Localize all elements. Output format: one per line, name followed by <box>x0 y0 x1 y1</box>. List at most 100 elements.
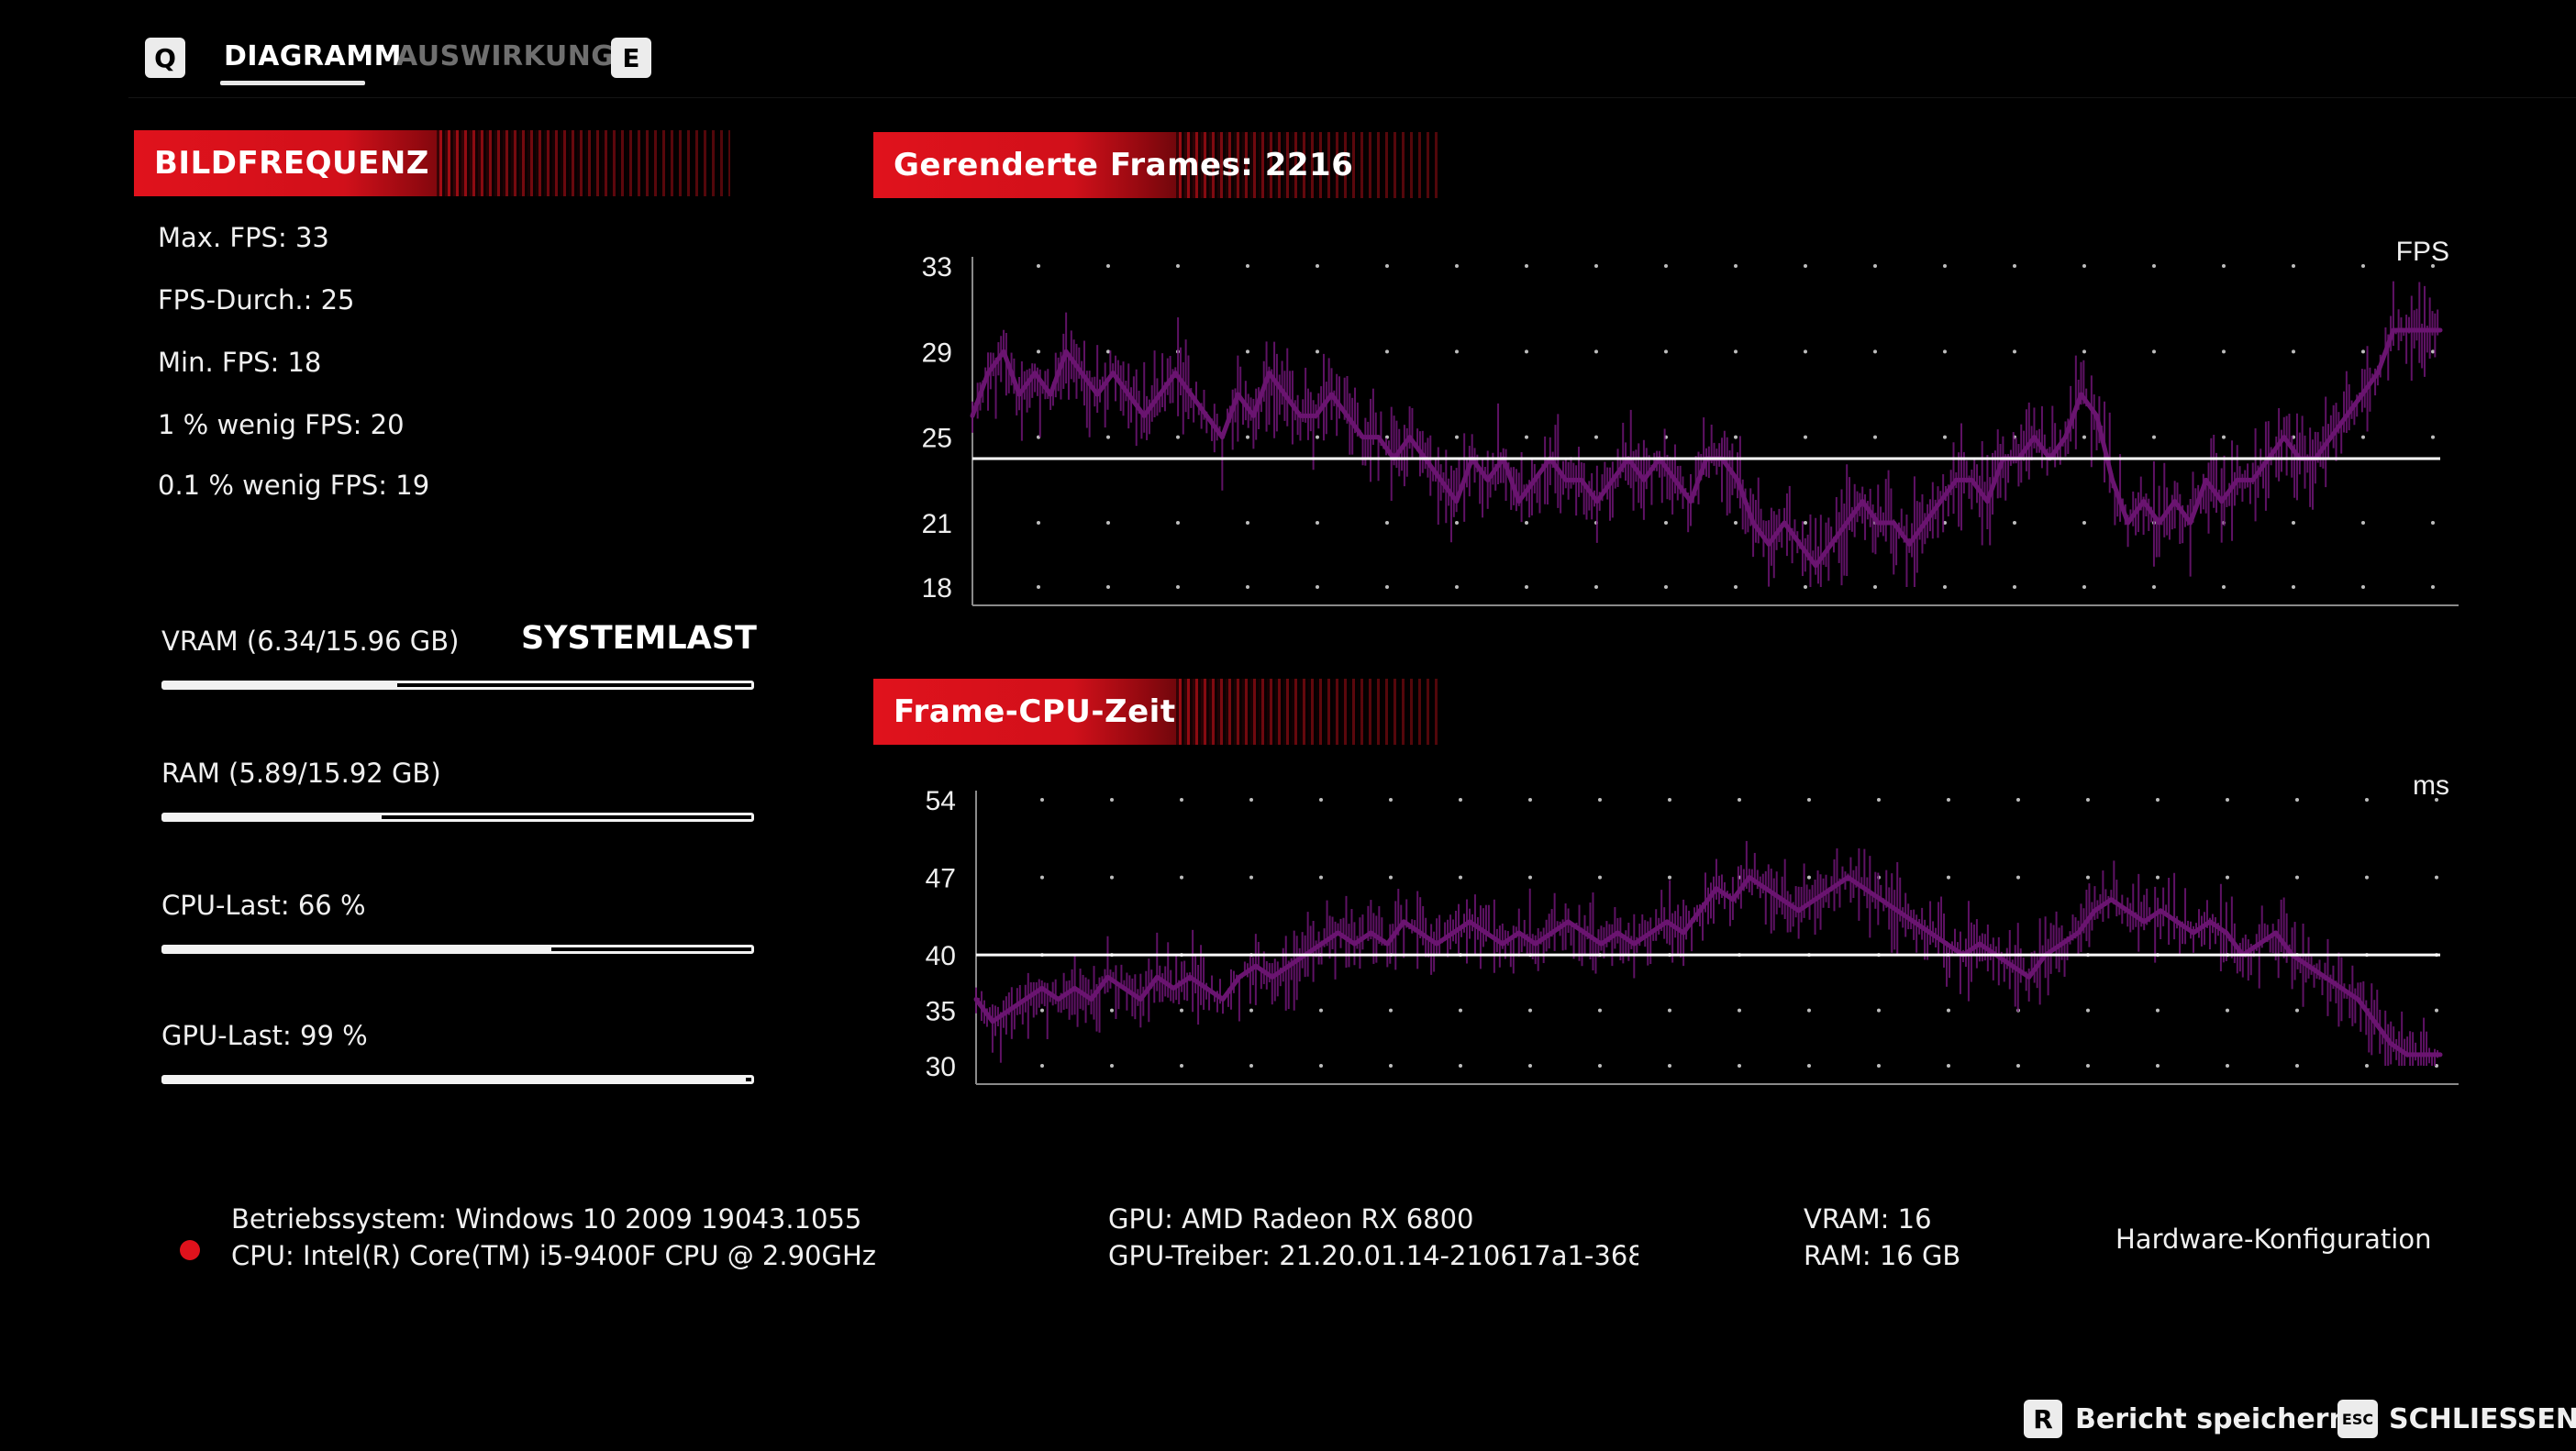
fps-chart-data-point <box>1094 392 1100 397</box>
cpu-chart-data-point <box>2306 963 2312 969</box>
fps-chart-data-point <box>1797 541 1803 547</box>
fps-chart-data-point <box>2126 520 2131 526</box>
fps-chart-unit-label: FPS <box>2396 237 2449 267</box>
fps-chart-data-point <box>1875 520 1881 526</box>
r-key-hint[interactable]: R <box>2024 1400 2062 1438</box>
max-fps-stat: Max. FPS: 33 <box>158 222 329 253</box>
gpu-load-bar <box>161 1075 754 1084</box>
fps-chart-data-point <box>2031 435 2037 440</box>
cpu-chart-data-point <box>1023 997 1028 1002</box>
cpu-chart-data-point <box>1631 941 1637 947</box>
fps-chart-data-point <box>1032 371 1038 376</box>
cpu-chart-data-point <box>973 997 979 1002</box>
cpu-chart-data-point <box>1664 919 1670 925</box>
fps-chart-data-point <box>1485 477 1491 482</box>
status-dot <box>180 1240 200 1260</box>
fps-chart-data-point <box>1250 413 1256 418</box>
cpu-chart-data-point <box>2207 919 2213 925</box>
cpu-chart-y-tick-label: 35 <box>926 997 956 1027</box>
fps-chart-data-point <box>2094 413 2100 418</box>
fps-chart-grid-row <box>1037 264 2435 268</box>
fps-chart-data-point <box>1407 435 1413 440</box>
cpu-chart-y-tick-label: 54 <box>926 786 956 816</box>
cpu-chart-data-point <box>1549 930 1555 936</box>
cpu-chart-series-spikes <box>975 840 2439 1066</box>
fps-chart-y-tick-label: 18 <box>922 573 952 604</box>
fps-chart-data-point <box>1984 499 1990 504</box>
cpu-chart-data-point <box>1056 997 1061 1002</box>
gpu-load-fill <box>164 1078 746 1081</box>
cpu-chart-y-tick-label: 47 <box>926 864 956 894</box>
cpu-chart-grid-row <box>1040 1008 2438 1013</box>
fps-chart-y-tick-label: 33 <box>922 252 952 282</box>
cpu-chart-data-point <box>2141 919 2147 925</box>
fps-chart-data-point <box>2172 499 2178 504</box>
cpu-chart-data-point <box>2191 930 2196 936</box>
cpu-chart-data-point <box>1878 897 1883 903</box>
fps-chart-y-tick-label: 21 <box>922 509 952 539</box>
cpu-chart-data-point <box>1977 941 1982 947</box>
fps-chart-data-point <box>1969 477 1974 482</box>
fps-chart-data-point <box>2079 392 2084 397</box>
cpu-chart-y-tick-label: 40 <box>926 941 956 971</box>
hardware-config-label: Hardware-Konfiguration <box>2115 1224 2432 1255</box>
cpu-chart-data-point <box>1368 930 1373 936</box>
fps-chart-data-point <box>1610 477 1616 482</box>
gpu-info: GPU: AMD Radeon RX 6800 <box>1108 1203 1474 1235</box>
cpu-chart-data-point <box>2092 908 2097 914</box>
cpu-chart-data-point <box>1434 941 1439 947</box>
fps-chart-data-point <box>2344 413 2349 418</box>
cpu-chart-data-point <box>2224 930 2229 936</box>
vram-load-label: VRAM (6.34/15.96 GB) <box>161 626 460 657</box>
banner-texture <box>1176 679 1442 745</box>
cpu-chart-y-tick-label: 30 <box>926 1052 956 1082</box>
cpu-load-bar <box>161 945 754 954</box>
fps-chart-data-point <box>1953 477 1959 482</box>
fps-chart-data-point <box>1828 541 1834 547</box>
cpu-chart-series-line <box>973 875 2440 1058</box>
cpu-chart-data-point <box>1006 1008 1012 1013</box>
q-key-hint[interactable]: Q <box>145 38 185 78</box>
cpu-chart-data-point <box>1714 886 1719 892</box>
cpu-chart-data-point <box>1072 985 1078 991</box>
fps-chart-data-point <box>2157 520 2162 526</box>
fps-chart-data-point <box>2204 477 2209 482</box>
cpu-chart-data-point <box>2437 1052 2443 1058</box>
tab-auswirkung[interactable]: AUSWIRKUNG <box>396 40 615 72</box>
cpu-chart-data-point <box>2026 974 2032 980</box>
fps-chart-data-point <box>2250 477 2256 482</box>
fps-chart-data-point <box>1594 499 1600 504</box>
fps-chart-data-point <box>1750 520 1756 526</box>
cpu-chart-data-point <box>1417 930 1423 936</box>
cpu-chart-data-point <box>1780 897 1785 903</box>
fps-chart-data-point <box>1079 371 1084 376</box>
avg-fps-stat: FPS-Durch.: 25 <box>158 284 355 316</box>
esc-key-hint[interactable]: ESC <box>2337 1400 2378 1438</box>
cpu-chart-title: Frame-CPU-Zeit <box>894 693 1176 730</box>
close-button[interactable]: SCHLIESSEN <box>2389 1403 2576 1435</box>
min-fps-stat: Min. FPS: 18 <box>158 347 322 378</box>
cpu-chart-data-point <box>1336 930 1341 936</box>
cpu-chart-data-point <box>2338 985 2344 991</box>
cpu-chart-data-point <box>2322 974 2327 980</box>
fps-chart-data-point <box>1766 541 1771 547</box>
save-report-button[interactable]: Bericht speichern <box>2075 1403 2348 1435</box>
cpu-chart-data-point <box>1467 919 1472 925</box>
fps-chart-data-point <box>1328 392 1334 397</box>
fps-chart-data-point <box>2328 435 2334 440</box>
fps-chart-data-point <box>1438 477 1444 482</box>
cpu-chart-data-point <box>1138 997 1143 1002</box>
cpu-chart-data-point <box>1286 963 1292 969</box>
fps-chart-data-point <box>1735 477 1740 482</box>
banner-texture <box>437 130 730 196</box>
fps-chart-y-tick-label: 25 <box>922 424 952 454</box>
fps-chart-data-point <box>1266 371 1271 376</box>
cpu-chart-data-point <box>1105 974 1110 980</box>
cpu-chart-data-point <box>1845 875 1850 881</box>
fps-chart-banner: Gerenderte Frames: 2216 <box>873 132 1442 198</box>
cpu-chart-data-point <box>1220 997 1226 1002</box>
e-key-hint[interactable]: E <box>611 38 651 78</box>
cpu-chart-data-point <box>2355 997 2360 1002</box>
tab-diagramm[interactable]: DIAGRAMM <box>224 40 402 72</box>
fps-chart-data-point <box>985 371 991 376</box>
